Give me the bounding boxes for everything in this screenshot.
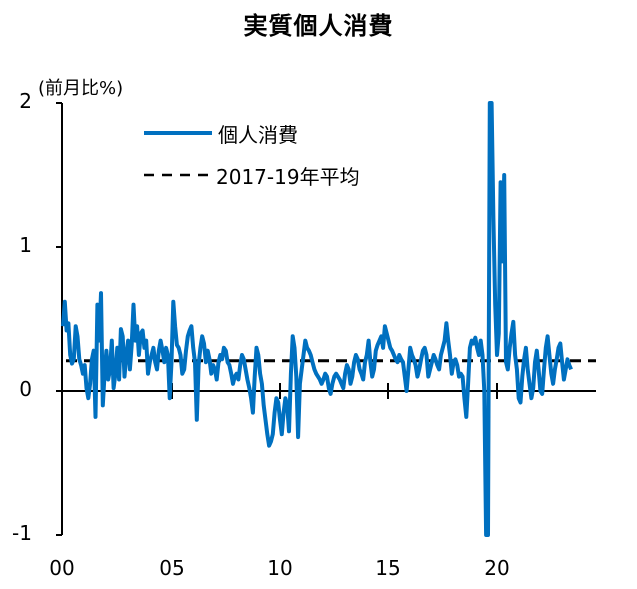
- y-axis-unit-label: (前月比%): [38, 78, 124, 99]
- y-tick-label: 1: [19, 233, 32, 257]
- chart-title: 実質個人消費: [243, 12, 394, 40]
- x-tick-label: 10: [267, 556, 293, 580]
- y-tick-label: 2: [19, 89, 32, 113]
- legend-average-label: 2017-19年平均: [216, 165, 360, 189]
- x-tick-label: 00: [49, 556, 75, 580]
- y-tick-label: -1: [12, 521, 32, 545]
- consumption-series-line: [61, 101, 573, 537]
- y-tick-label: 0: [19, 377, 32, 401]
- x-tick-label: 15: [375, 556, 401, 580]
- x-tick-label: 20: [484, 556, 510, 580]
- legend-series-label: 個人消費: [218, 123, 298, 147]
- x-tick-label: 05: [159, 556, 185, 580]
